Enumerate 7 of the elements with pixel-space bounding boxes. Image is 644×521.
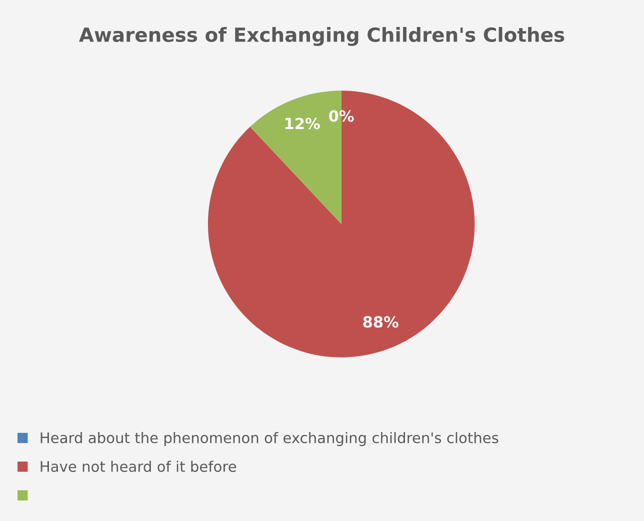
- data-label: 88%: [363, 316, 398, 328]
- text: 0%: [329, 110, 354, 122]
- pie-slice: [208, 90, 475, 358]
- data-label: 12%: [285, 118, 320, 130]
- legend-label: Have not heard of it before: [40, 460, 236, 472]
- legend-label: Heard about the phenomenon of exchanging children's clothes: [40, 432, 498, 446]
- chart-title: Awareness of Exchanging Children's Clothes: [79, 26, 564, 46]
